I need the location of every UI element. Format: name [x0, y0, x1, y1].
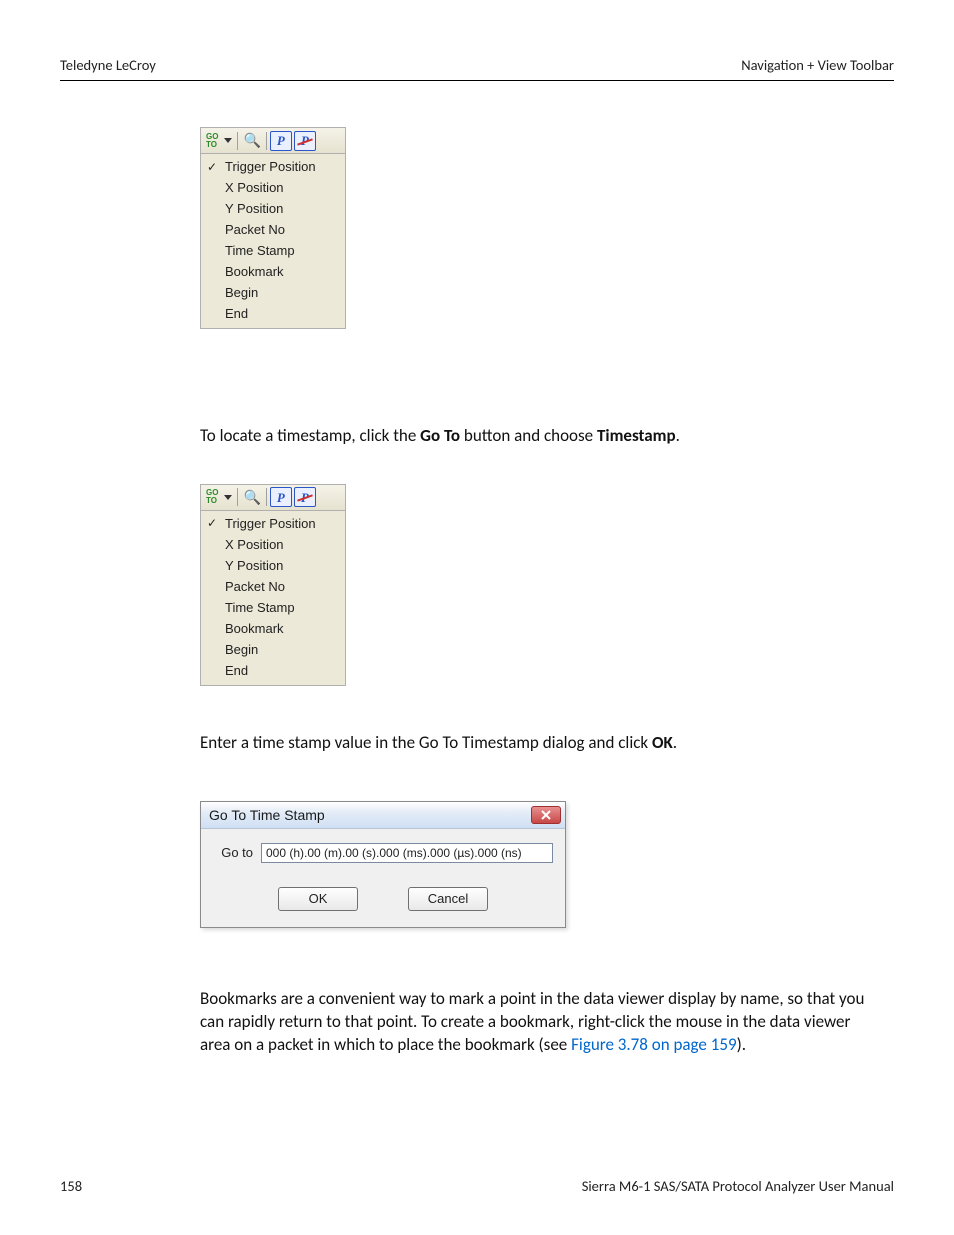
figure-link[interactable]: Figure 3.78 on page 159	[571, 1034, 736, 1055]
header-right: Navigation + View Toolbar	[741, 56, 894, 74]
menu-item-label: End	[223, 663, 345, 678]
goto-menu-1: GO TO 🔍 P P ✓Trigger Position X Position…	[200, 127, 346, 329]
separator	[237, 132, 238, 150]
timestamp-input[interactable]: 000 (h).00 (m).00 (s).000 (ms).000 (µs).…	[261, 843, 553, 863]
menu-item-packet-no[interactable]: Packet No	[201, 219, 345, 240]
goto-button[interactable]: GO TO	[203, 486, 221, 508]
menu-item-label: Time Stamp	[223, 243, 345, 258]
p-button-1[interactable]: P	[270, 487, 292, 507]
menu-item-label: Packet No	[223, 579, 345, 594]
goto-dropdown-arrow[interactable]	[221, 130, 235, 152]
menu-item-label: X Position	[223, 180, 345, 195]
timestamp-value: 000 (h).00 (m).00 (s).000 (ms).000 (µs).…	[266, 846, 522, 860]
menu-item-label: Bookmark	[223, 621, 345, 636]
menu-item-label: End	[223, 306, 345, 321]
goto-toolbar: GO TO 🔍 P P	[201, 128, 345, 154]
goto-dropdown-arrow[interactable]	[221, 486, 235, 508]
menu-item-x-position[interactable]: X Position	[201, 177, 345, 198]
find-button[interactable]: 🔍	[240, 130, 263, 152]
para-bookmarks: Bookmarks are a convenient way to mark a…	[200, 988, 884, 1057]
menu-item-label: Packet No	[223, 222, 345, 237]
goto-button[interactable]: GO TO	[203, 130, 221, 152]
dialog-title: Go To Time Stamp	[209, 807, 531, 823]
chevron-down-icon	[224, 495, 232, 500]
p-icon: P	[277, 491, 285, 504]
separator	[266, 132, 267, 150]
menu-item-label: Bookmark	[223, 264, 345, 279]
manual-title: Sierra M6-1 SAS/SATA Protocol Analyzer U…	[582, 1177, 894, 1195]
menu-item-label: Time Stamp	[223, 600, 345, 615]
separator	[237, 488, 238, 506]
menu-item-label: Trigger Position	[223, 516, 345, 531]
p-button-2[interactable]: P	[294, 487, 316, 507]
menu-item-time-stamp[interactable]: Time Stamp	[201, 240, 345, 261]
p-button-1[interactable]: P	[270, 131, 292, 151]
goto-icon: GO TO	[206, 133, 218, 149]
separator	[266, 488, 267, 506]
menu-item-bookmark[interactable]: Bookmark	[201, 261, 345, 282]
menu-item-begin[interactable]: Begin	[201, 282, 345, 303]
menu-item-trigger-position[interactable]: ✓Trigger Position	[201, 513, 345, 534]
binoculars-icon: 🔍	[243, 489, 260, 506]
page-number: 158	[60, 1177, 82, 1195]
page-header: Teledyne LeCroy Navigation + View Toolba…	[60, 56, 894, 81]
menu-item-x-position[interactable]: X Position	[201, 534, 345, 555]
cancel-button[interactable]: Cancel	[408, 887, 488, 911]
menu-item-time-stamp[interactable]: Time Stamp	[201, 597, 345, 618]
menu-item-end[interactable]: End	[201, 303, 345, 324]
menu-item-label: Trigger Position	[223, 159, 345, 174]
para-enter-timestamp: Enter a time stamp value in the Go To Ti…	[200, 732, 884, 755]
check-icon: ✓	[201, 516, 223, 530]
menu-item-end[interactable]: End	[201, 660, 345, 681]
check-icon: ✓	[201, 160, 223, 174]
goto-timestamp-dialog: Go To Time Stamp Go to 000 (h).00 (m).00…	[200, 801, 566, 928]
binoculars-icon: 🔍	[243, 132, 260, 149]
menu-item-label: Y Position	[223, 201, 345, 216]
para-locate-timestamp: To locate a timestamp, click the Go To b…	[200, 425, 884, 448]
menu-item-y-position[interactable]: Y Position	[201, 555, 345, 576]
goto-menu-2: GO TO 🔍 P P ✓Trigger Position X Position…	[200, 484, 346, 686]
chevron-down-icon	[224, 138, 232, 143]
goto-menu-list: ✓Trigger Position X Position Y Position …	[201, 154, 345, 328]
find-button[interactable]: 🔍	[240, 486, 263, 508]
menu-item-begin[interactable]: Begin	[201, 639, 345, 660]
goto-label: Go to	[213, 845, 253, 860]
goto-menu-list: ✓Trigger Position X Position Y Position …	[201, 511, 345, 685]
menu-item-packet-no[interactable]: Packet No	[201, 576, 345, 597]
menu-item-label: X Position	[223, 537, 345, 552]
menu-item-trigger-position[interactable]: ✓Trigger Position	[201, 156, 345, 177]
menu-item-label: Begin	[223, 642, 345, 657]
header-left: Teledyne LeCroy	[60, 56, 156, 74]
goto-icon-bot: TO	[206, 141, 218, 149]
dialog-titlebar: Go To Time Stamp	[201, 802, 565, 829]
menu-item-label: Y Position	[223, 558, 345, 573]
goto-icon: GO TO	[206, 489, 218, 505]
close-icon	[540, 810, 552, 820]
goto-toolbar: GO TO 🔍 P P	[201, 485, 345, 511]
p-icon: P	[277, 134, 285, 147]
p-button-2[interactable]: P	[294, 131, 316, 151]
page-footer: 158 Sierra M6-1 SAS/SATA Protocol Analyz…	[60, 1177, 894, 1195]
menu-item-y-position[interactable]: Y Position	[201, 198, 345, 219]
close-button[interactable]	[531, 806, 561, 824]
menu-item-label: Begin	[223, 285, 345, 300]
menu-item-bookmark[interactable]: Bookmark	[201, 618, 345, 639]
goto-icon-bot: TO	[206, 497, 218, 505]
ok-button[interactable]: OK	[278, 887, 358, 911]
